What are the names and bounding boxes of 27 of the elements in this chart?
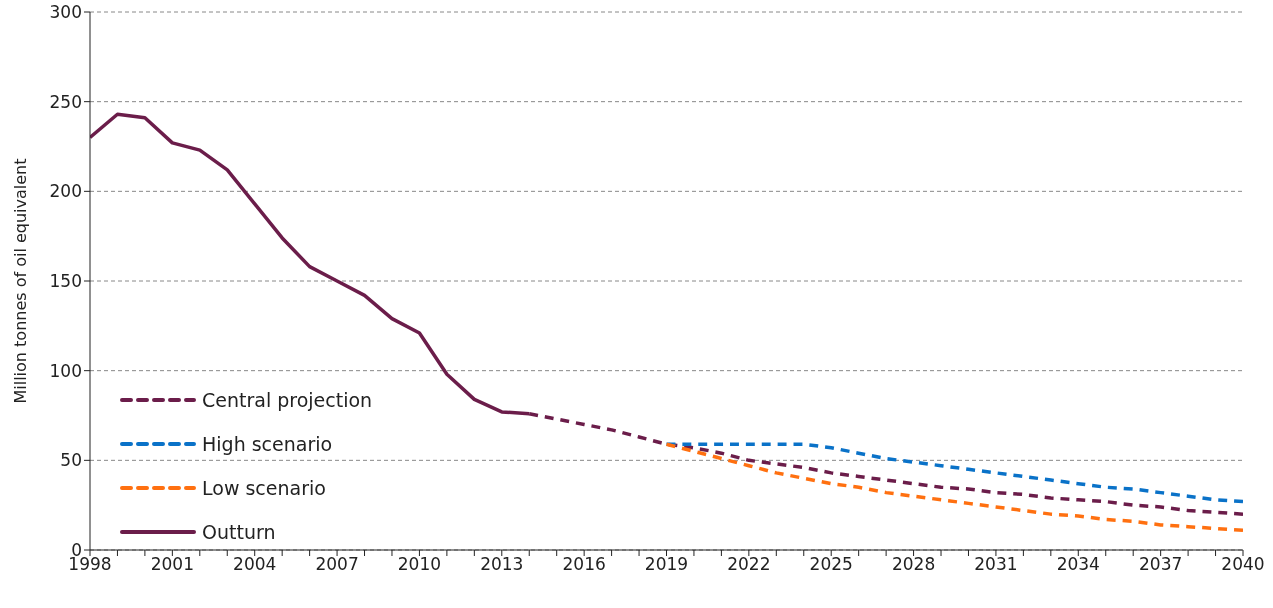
x-tick-label: 2001 (150, 554, 194, 575)
legend-label: Outturn (202, 521, 276, 543)
y-tick-label: 50 (60, 450, 82, 471)
x-tick-label: 2016 (562, 554, 606, 575)
x-tick-label: 2019 (644, 554, 689, 575)
x-tick-label: 2004 (233, 554, 277, 575)
legend-label: Low scenario (202, 477, 326, 499)
line-series (664, 442, 1243, 533)
x-tick-label: 2037 (1139, 554, 1183, 575)
y-tick-label: 100 (49, 360, 82, 381)
x-tick-label: 2040 (1221, 554, 1265, 575)
legend-label: High scenario (202, 433, 333, 455)
x-tick-label: 2010 (397, 554, 442, 575)
x-tick-label: 2025 (809, 554, 853, 575)
line-series (664, 442, 1243, 504)
x-tick-label: 2013 (480, 554, 524, 575)
y-tick-label: 250 (49, 91, 82, 112)
x-tick-label: 2007 (315, 554, 359, 575)
x-tick-label: 2022 (727, 554, 771, 575)
y-tick-label: 200 (49, 181, 82, 202)
y-tick-label: 300 (49, 2, 82, 23)
y-axis-title: Million tonnes of oil equivalent (10, 158, 30, 404)
legend-label: Central projection (202, 389, 373, 411)
x-tick-label: 2034 (1056, 554, 1100, 575)
x-tick-label: 2031 (974, 554, 1018, 575)
y-tick-label: 150 (49, 271, 82, 292)
x-tick-label: 2028 (891, 554, 936, 575)
